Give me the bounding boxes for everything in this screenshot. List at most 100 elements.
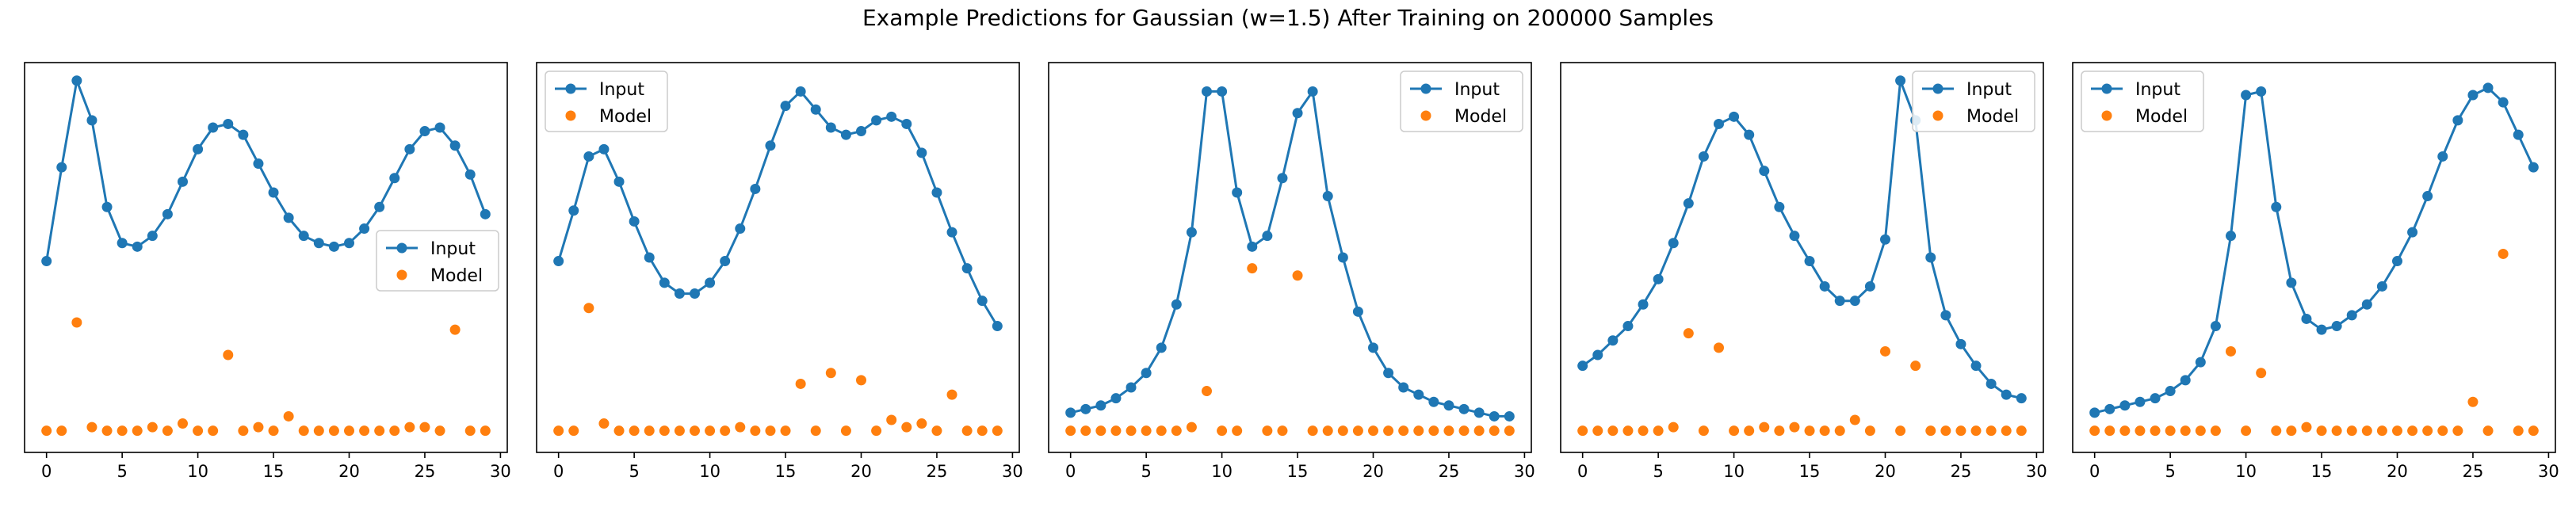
input-point (825, 122, 836, 133)
input-point (916, 147, 927, 158)
x-tick-label: 30 (1514, 462, 1535, 481)
input-point (2467, 90, 2479, 101)
legend-model-marker (396, 269, 407, 280)
legend-box (2081, 71, 2204, 132)
x-tick-label: 20 (850, 462, 872, 481)
model-point (2528, 425, 2539, 437)
input-point (117, 238, 128, 249)
input-point (1247, 241, 1258, 252)
x-tick-label: 15 (775, 462, 797, 481)
input-point (2392, 256, 2402, 267)
x-tick-label: 0 (41, 462, 52, 481)
model-point (856, 375, 866, 386)
x-tick-label: 10 (1211, 462, 1233, 481)
model-point (41, 425, 52, 437)
x-tick-label: 20 (1363, 462, 1384, 481)
input-point (1668, 238, 1679, 249)
input-point (2452, 115, 2463, 126)
input-point (313, 238, 324, 249)
input-point (886, 111, 897, 122)
model-point (1217, 425, 1228, 437)
input-point (2195, 357, 2206, 368)
input-point (1970, 360, 1982, 372)
model-point (359, 425, 370, 437)
input-point (2331, 321, 2342, 332)
model-point (568, 425, 579, 437)
model-point (1638, 425, 1649, 437)
input-point (268, 187, 279, 198)
input-point (1080, 403, 1091, 414)
model-point (238, 425, 249, 437)
model-point (644, 425, 655, 437)
model-point (1171, 425, 1182, 437)
input-point (810, 104, 821, 115)
input-point (344, 238, 354, 249)
model-point (1247, 263, 1258, 274)
model-point (1698, 425, 1709, 437)
model-point (1729, 425, 1740, 437)
model-point (2180, 425, 2191, 437)
model-point (1095, 425, 1106, 437)
legend-input-label: Input (430, 239, 476, 259)
legend-model-label: Model (1966, 107, 2019, 127)
model-point (71, 317, 82, 328)
legend-model-label: Model (2135, 107, 2188, 127)
input-point (705, 277, 716, 288)
x-tick-label: 30 (490, 462, 511, 481)
model-point (2422, 425, 2433, 437)
x-tick-label: 25 (415, 462, 436, 481)
x-tick-label: 25 (927, 462, 948, 481)
input-point (1322, 191, 1333, 202)
model-point (147, 422, 158, 433)
input-point (1986, 378, 1997, 389)
input-point (2528, 162, 2539, 173)
input-point (223, 118, 234, 129)
model-point (480, 425, 491, 437)
subplot-4: 0 5 10 15 20 25 30 Input Model (1560, 62, 2047, 481)
input-point (374, 201, 385, 212)
input-point (1592, 349, 1603, 360)
input-point (2241, 90, 2252, 101)
model-point (1443, 425, 1454, 437)
legend-box (1912, 71, 2035, 132)
input-point (659, 277, 670, 288)
model-point (1065, 425, 1076, 437)
model-point (2104, 425, 2115, 437)
legend: Input Model (2081, 71, 2204, 132)
input-point (1171, 299, 1182, 310)
input-point (1955, 338, 1966, 349)
input-point (1714, 118, 1724, 129)
legend-input-marker (565, 83, 576, 94)
model-point (389, 425, 400, 437)
input-point (1880, 234, 1890, 245)
figure-title: Example Predictions for Gaussian (w=1.5)… (862, 5, 1714, 31)
model-point (1714, 342, 1724, 353)
input-point (2256, 86, 2267, 97)
model-point (2226, 345, 2236, 357)
model-point (1864, 425, 1875, 437)
model-point (1428, 425, 1439, 437)
input-point (1110, 393, 1122, 404)
x-tick-label: 5 (2165, 462, 2175, 481)
input-point (1473, 407, 1485, 418)
x-tick-label: 25 (1951, 462, 1972, 481)
legend-model-marker (565, 110, 576, 121)
model-point (901, 422, 912, 433)
model-point (931, 425, 942, 437)
legend: Input Model (1400, 71, 1523, 132)
model-point (946, 389, 957, 400)
input-point (1443, 400, 1454, 411)
model-point (2150, 425, 2161, 437)
input-point (2407, 227, 2418, 238)
input-point (583, 151, 594, 162)
model-point (1473, 425, 1485, 437)
model-point (613, 425, 625, 437)
model-point (2331, 425, 2342, 437)
input-point (690, 288, 700, 299)
input-point (1307, 86, 1318, 97)
model-point (2119, 425, 2131, 437)
legend: Input Model (1912, 71, 2035, 132)
model-point (2437, 425, 2448, 437)
model-point (2316, 425, 2327, 437)
model-point (1141, 425, 1152, 437)
